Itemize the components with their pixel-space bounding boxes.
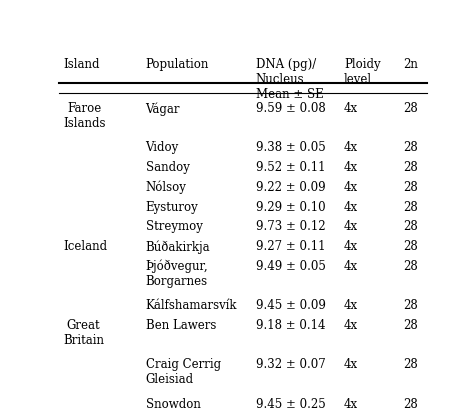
Text: 4x: 4x bbox=[344, 220, 358, 233]
Text: 28: 28 bbox=[403, 319, 418, 332]
Text: 4x: 4x bbox=[344, 319, 358, 332]
Text: 9.18 ± 0.14: 9.18 ± 0.14 bbox=[256, 319, 325, 332]
Text: 4x: 4x bbox=[344, 142, 358, 154]
Text: 9.45 ± 0.09: 9.45 ± 0.09 bbox=[256, 299, 326, 312]
Text: Population: Population bbox=[146, 57, 209, 71]
Text: Búðakirkja: Búðakirkja bbox=[146, 240, 210, 254]
Text: 28: 28 bbox=[403, 358, 418, 371]
Text: 28: 28 bbox=[403, 260, 418, 273]
Text: Island: Island bbox=[63, 57, 100, 71]
Text: 28: 28 bbox=[403, 201, 418, 214]
Text: Kálfshamarsvík: Kálfshamarsvík bbox=[146, 299, 237, 312]
Text: Ploidy
level: Ploidy level bbox=[344, 57, 381, 85]
Text: 9.29 ± 0.10: 9.29 ± 0.10 bbox=[256, 201, 326, 214]
Text: Streymoy: Streymoy bbox=[146, 220, 202, 233]
Text: 28: 28 bbox=[403, 161, 418, 174]
Text: 28: 28 bbox=[403, 240, 418, 253]
Text: Nólsoy: Nólsoy bbox=[146, 181, 186, 195]
Text: 4x: 4x bbox=[344, 240, 358, 253]
Text: Faroe
Islands: Faroe Islands bbox=[63, 102, 105, 130]
Text: 4x: 4x bbox=[344, 181, 358, 194]
Text: 9.73 ± 0.12: 9.73 ± 0.12 bbox=[256, 220, 326, 233]
Text: Vágar: Vágar bbox=[146, 102, 180, 116]
Text: 4x: 4x bbox=[344, 161, 358, 174]
Text: 28: 28 bbox=[403, 102, 418, 115]
Text: 9.32 ± 0.07: 9.32 ± 0.07 bbox=[256, 358, 326, 371]
Text: DNA (pg)/
Nucleus
Mean ± SE: DNA (pg)/ Nucleus Mean ± SE bbox=[256, 57, 324, 100]
Text: 4x: 4x bbox=[344, 260, 358, 273]
Text: 28: 28 bbox=[403, 299, 418, 312]
Text: Snowdon: Snowdon bbox=[146, 398, 201, 411]
Text: Vidoy: Vidoy bbox=[146, 142, 179, 154]
Text: Craig Cerrig
Gleisiad: Craig Cerrig Gleisiad bbox=[146, 358, 221, 386]
Text: Þjóðvegur,
Borgarnes: Þjóðvegur, Borgarnes bbox=[146, 260, 208, 288]
Text: Great
Britain: Great Britain bbox=[63, 319, 104, 347]
Text: Sandoy: Sandoy bbox=[146, 161, 190, 174]
Text: 4x: 4x bbox=[344, 398, 358, 411]
Text: 9.38 ± 0.05: 9.38 ± 0.05 bbox=[256, 142, 326, 154]
Text: 28: 28 bbox=[403, 220, 418, 233]
Text: 9.45 ± 0.25: 9.45 ± 0.25 bbox=[256, 398, 326, 411]
Text: 4x: 4x bbox=[344, 299, 358, 312]
Text: 28: 28 bbox=[403, 142, 418, 154]
Text: 2n: 2n bbox=[403, 57, 418, 71]
Text: 28: 28 bbox=[403, 181, 418, 194]
Text: Eysturoy: Eysturoy bbox=[146, 201, 198, 214]
Text: 4x: 4x bbox=[344, 102, 358, 115]
Text: Ben Lawers: Ben Lawers bbox=[146, 319, 216, 332]
Text: Iceland: Iceland bbox=[63, 240, 107, 253]
Text: 9.52 ± 0.11: 9.52 ± 0.11 bbox=[256, 161, 325, 174]
Text: 9.27 ± 0.11: 9.27 ± 0.11 bbox=[256, 240, 325, 253]
Text: 9.59 ± 0.08: 9.59 ± 0.08 bbox=[256, 102, 326, 115]
Text: 9.49 ± 0.05: 9.49 ± 0.05 bbox=[256, 260, 326, 273]
Text: 9.22 ± 0.09: 9.22 ± 0.09 bbox=[256, 181, 326, 194]
Text: 4x: 4x bbox=[344, 201, 358, 214]
Text: 28: 28 bbox=[403, 398, 418, 411]
Text: 4x: 4x bbox=[344, 358, 358, 371]
